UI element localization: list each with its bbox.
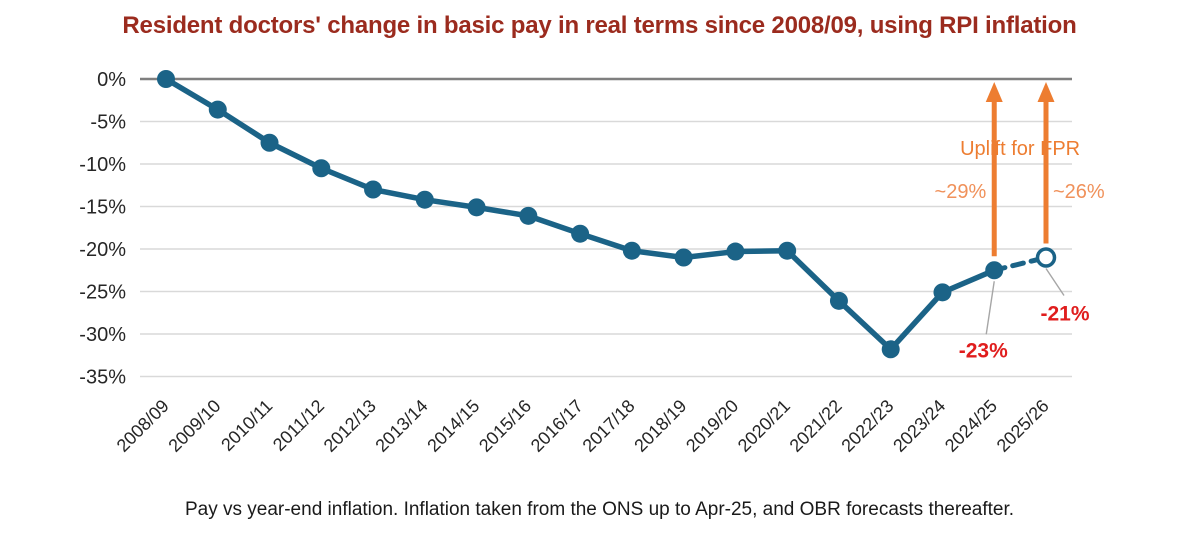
data-point-marker	[364, 180, 383, 199]
data-point-marker	[312, 159, 331, 178]
data-point-marker	[571, 224, 590, 243]
x-axis-tick-label: 2013/14	[371, 396, 431, 456]
point-value-label: -23%	[959, 339, 1008, 362]
y-axis-tick-label: -15%	[79, 197, 126, 219]
chart-title: Resident doctors' change in basic pay in…	[122, 12, 1077, 39]
pay-series-line	[163, 76, 997, 353]
data-point-marker	[157, 70, 175, 88]
pay-real-terms-line-chart: 0% -5% -10% -15% -20% -25% -30% -35% 2008/092009…	[79, 69, 1105, 456]
x-axis-tick-label: 2017/18	[579, 396, 639, 456]
x-axis-tick-label: 2024/25	[941, 396, 1001, 456]
chart-footnote: Pay vs year-end inflation. Inflation tak…	[184, 499, 1015, 520]
x-axis-tick-label: 2021/22	[786, 396, 846, 456]
data-point-marker	[829, 291, 848, 310]
y-axis-tick-label: -10%	[79, 154, 126, 176]
x-axis-tick-label: 2025/26	[993, 396, 1053, 456]
y-axis-tick-label: -35%	[79, 367, 126, 389]
x-axis-tick-label: 2016/17	[527, 396, 587, 456]
uplift-percent-label: ~29%	[935, 181, 987, 203]
uplift-percent-label: ~26%	[1053, 181, 1105, 203]
x-axis-tick-label: 2015/16	[475, 396, 535, 456]
point-label-leader-line	[985, 281, 995, 335]
uplift-for-fpr-label: Uplift for FPR	[960, 138, 1080, 160]
y-axis-tick-label: 0%	[97, 69, 126, 91]
y-axis-tick-label: -25%	[79, 282, 126, 304]
x-axis-tick-label: 2010/11	[217, 396, 276, 455]
x-axis-tick-label: 2012/13	[320, 396, 380, 456]
data-point-marker	[519, 206, 538, 225]
data-point-marker	[467, 198, 486, 217]
data-point-marker	[933, 283, 952, 302]
x-axis-tick-label: 2023/24	[889, 396, 949, 456]
x-axis-tick-label: 2018/19	[630, 396, 690, 456]
x-axis-tick-label: 2019/20	[682, 396, 742, 456]
data-point-marker	[726, 242, 745, 261]
data-point-marker	[208, 100, 227, 119]
x-axis-tick-label: 2020/21	[734, 396, 794, 456]
x-axis-tick-label: 2022/23	[837, 396, 897, 456]
x-axis-tick-label: 2009/10	[164, 396, 224, 456]
data-point-marker	[881, 340, 900, 359]
y-axis-tick-label: -30%	[79, 324, 126, 346]
y-axis-tick-label: -5%	[90, 112, 126, 134]
x-axis-tick-label: 2011/12	[269, 396, 328, 455]
data-point-marker	[260, 133, 279, 152]
point-label-leader-line	[1045, 268, 1065, 296]
uplift-arrow-head	[985, 82, 1003, 102]
data-point-marker	[415, 190, 434, 209]
data-point-marker	[622, 241, 641, 260]
data-point-marker	[674, 248, 693, 267]
y-axis-tick-label: -20%	[79, 239, 126, 261]
forecast-open-marker	[1035, 247, 1057, 268]
data-point-marker	[778, 241, 797, 260]
x-axis-tick-label: 2008/09	[113, 396, 173, 456]
uplift-arrow-head	[1037, 82, 1055, 102]
data-point-marker	[985, 261, 1004, 280]
x-axis-tick-label: 2014/15	[423, 396, 483, 456]
point-value-label: -21%	[1040, 303, 1089, 326]
